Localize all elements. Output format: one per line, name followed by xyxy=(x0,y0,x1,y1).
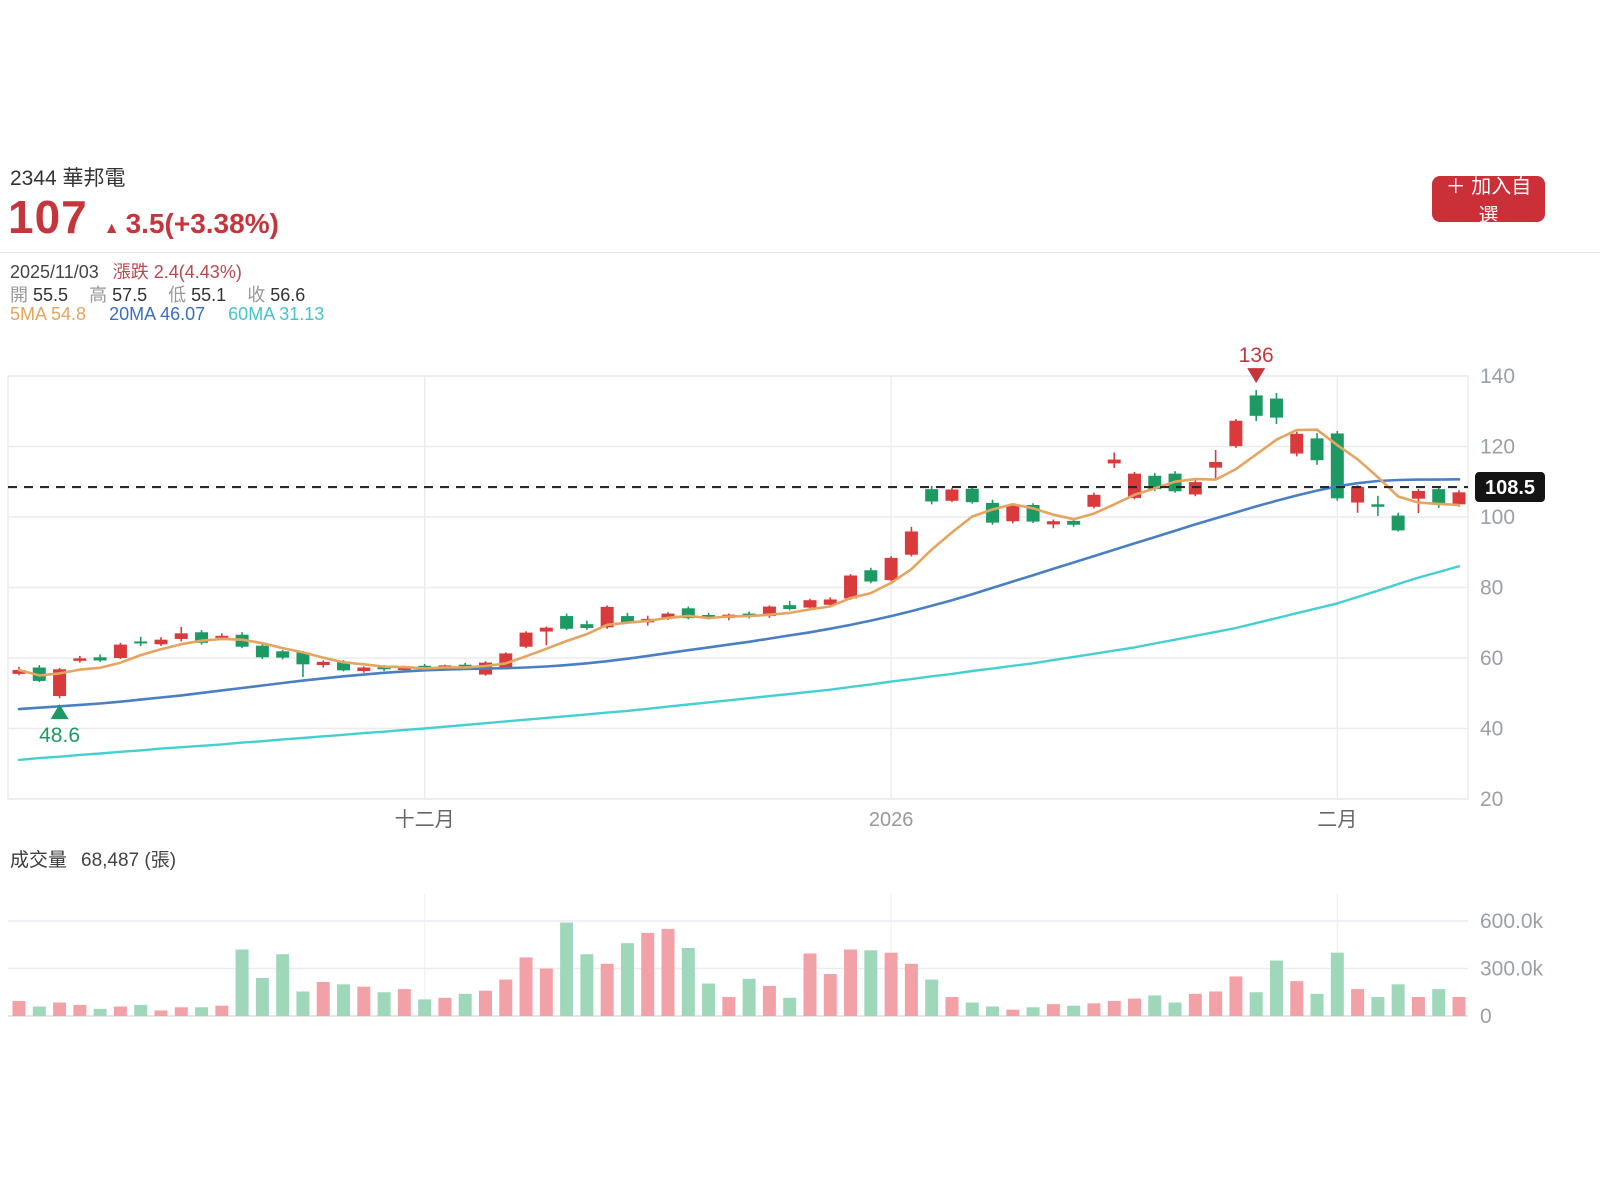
svg-text:100: 100 xyxy=(1480,506,1515,529)
current-price: 107 xyxy=(8,191,88,243)
high-label: 高 xyxy=(89,285,108,305)
svg-text:136: 136 xyxy=(1239,344,1274,367)
volume-bar-chart[interactable]: 600.0k 300.0k 0 xyxy=(0,880,1600,1030)
ohlc-row: 開 55.5 高 57.5 低 55.1 收 56.6 xyxy=(10,281,321,307)
volume-value: 68,487 (張) xyxy=(81,850,177,871)
quote-change: 漲跌 2.4(4.43%) xyxy=(112,262,242,282)
ma-legend-row: 5MA 54.8 20MA 46.07 60MA 31.13 xyxy=(10,304,342,325)
high-value: 57.5 xyxy=(112,285,148,305)
price-change: 3.5(+3.38%) xyxy=(125,208,279,239)
svg-text:600.0k: 600.0k xyxy=(1480,910,1544,933)
open-value: 55.5 xyxy=(33,285,69,305)
quote-date: 2025/11/03 xyxy=(10,262,99,282)
svg-text:140: 140 xyxy=(1480,365,1515,388)
close-label: 收 xyxy=(247,285,266,305)
price-row: 107 ▲ 3.5(+3.38%) xyxy=(8,190,279,244)
close-value: 56.6 xyxy=(270,285,306,305)
header-divider xyxy=(0,252,1600,253)
svg-text:十二月: 十二月 xyxy=(395,808,455,830)
svg-text:2026: 2026 xyxy=(869,809,914,830)
svg-text:二月: 二月 xyxy=(1317,809,1357,830)
svg-text:108.5: 108.5 xyxy=(1485,477,1535,499)
volume-header: 成交量 68,487 (張) xyxy=(10,845,176,872)
low-value: 55.1 xyxy=(191,285,227,305)
volume-label: 成交量 xyxy=(10,850,68,871)
ma20-legend: 20MA 46.07 xyxy=(109,304,206,324)
svg-text:0: 0 xyxy=(1480,1005,1492,1028)
up-arrow-icon: ▲ xyxy=(103,220,120,237)
svg-text:60: 60 xyxy=(1480,647,1503,670)
ma5-legend: 5MA 54.8 xyxy=(10,304,87,324)
add-watchlist-button[interactable]: ＋ 加入自選 xyxy=(1432,176,1545,227)
svg-text:20: 20 xyxy=(1480,788,1503,811)
low-label: 低 xyxy=(168,285,187,305)
svg-text:80: 80 xyxy=(1480,577,1503,600)
svg-text:120: 120 xyxy=(1480,436,1515,459)
quote-date-row: 2025/11/03 漲跌 2.4(4.43%) xyxy=(10,258,242,284)
svg-text:48.6: 48.6 xyxy=(39,724,80,747)
main-candlestick-chart[interactable]: 140 120 100 80 60 40 20 十二月 2026 二月 108.5 136 48.6 xyxy=(0,330,1600,830)
ma60-legend: 60MA 31.13 xyxy=(228,304,325,324)
svg-text:300.0k: 300.0k xyxy=(1480,958,1544,981)
open-label: 開 xyxy=(10,285,28,305)
stock-title: 2344 華邦電 xyxy=(10,167,126,190)
svg-text:40: 40 xyxy=(1480,718,1503,741)
